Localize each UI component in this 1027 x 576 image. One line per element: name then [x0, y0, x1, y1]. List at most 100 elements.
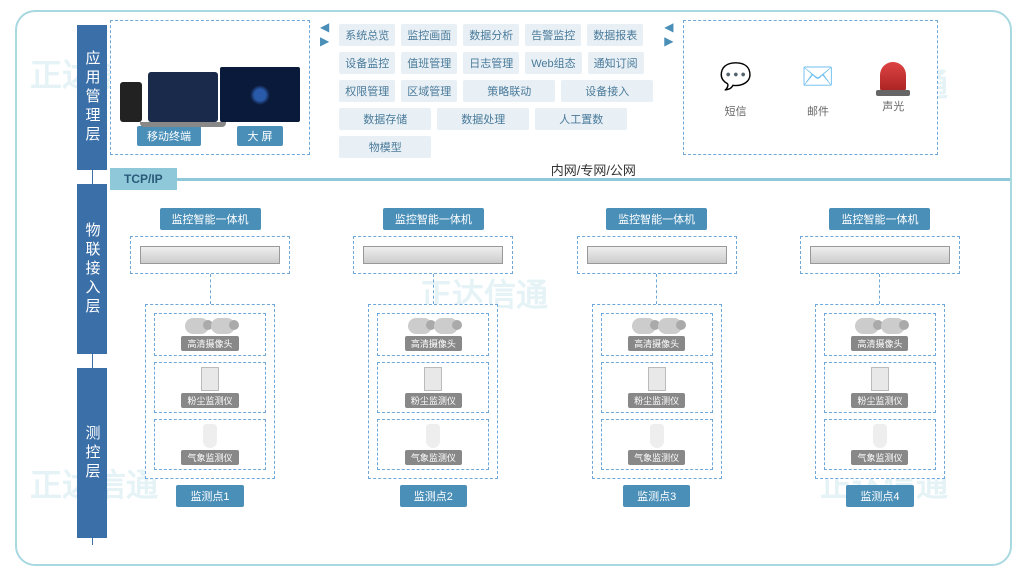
sensor-weather: 气象监测仪: [601, 419, 713, 470]
bigscreen-label: 大 屏: [237, 126, 282, 146]
sensors-box: 高清摄像头粉尘监测仪气象监测仪: [145, 304, 275, 479]
modules-grid: 系统总览监控画面数据分析告警监控数据报表设备监控值班管理日志管理Web组态通知订…: [339, 20, 654, 158]
module-12: 策略联动: [463, 80, 555, 102]
tcp-label: TCP/IP: [110, 168, 177, 190]
sensor-dust: 粉尘监测仪: [601, 362, 713, 413]
sms-label: 短信: [725, 103, 747, 119]
point-label: 监测点2: [400, 485, 467, 507]
point-label: 监测点3: [623, 485, 690, 507]
laptop-icon: [148, 72, 218, 122]
module-14: 数据存储: [339, 108, 431, 130]
connector-line: [210, 274, 211, 304]
connector-line: [656, 274, 657, 304]
alert-sms: 💬 短信: [716, 57, 756, 119]
sensors-box: 高清摄像头粉尘监测仪气象监测仪: [815, 304, 945, 479]
camera-icon: [408, 318, 432, 334]
point-label: 监测点1: [176, 485, 243, 507]
sensor-camera: 高清摄像头: [377, 313, 489, 356]
machine-label: 监控智能一体机: [383, 208, 484, 230]
machine-box: [800, 236, 960, 274]
module-1: 监控画面: [401, 24, 457, 46]
rack-icon: [587, 246, 727, 264]
machines-row: 监控智能一体机高清摄像头粉尘监测仪气象监测仪监测点1监控智能一体机高清摄像头粉尘…: [110, 208, 980, 507]
module-7: 日志管理: [463, 52, 519, 74]
weather-icon: [650, 424, 664, 448]
email-label: 邮件: [807, 103, 829, 119]
machine-box: [577, 236, 737, 274]
sensor-dust: 粉尘监测仪: [824, 362, 936, 413]
rack-icon: [363, 246, 503, 264]
network-bar: TCP/IP 内网/专网/公网: [110, 168, 1010, 190]
rack-icon: [140, 246, 280, 264]
dust-icon: [871, 367, 889, 391]
connector-line: [433, 274, 434, 304]
dust-icon: [424, 367, 442, 391]
module-9: 通知订阅: [588, 52, 644, 74]
alerts-box: 💬 短信 ✉️ 邮件 声光: [683, 20, 938, 155]
weather-label: 气象监测仪: [181, 450, 238, 465]
camera-icon: [855, 318, 879, 334]
camera-icon: [658, 318, 682, 334]
sensor-camera: 高清摄像头: [154, 313, 266, 356]
alarm-icon: [880, 62, 906, 92]
module-17: 物模型: [339, 136, 431, 158]
camera-label: 高清摄像头: [405, 336, 462, 351]
camera-icon: [632, 318, 656, 334]
module-6: 值班管理: [401, 52, 457, 74]
arrow-left: ◀▶: [320, 20, 329, 48]
email-icon: ✉️: [798, 57, 838, 97]
module-3: 告警监控: [525, 24, 581, 46]
sms-icon: 💬: [716, 57, 756, 97]
layer-app: 应用管理层: [77, 25, 107, 170]
camera-icon: [211, 318, 235, 334]
dust-icon: [201, 367, 219, 391]
phone-icon: [120, 82, 142, 122]
module-4: 数据报表: [587, 24, 643, 46]
weather-icon: [426, 424, 440, 448]
camera-icon: [185, 318, 209, 334]
layer-labels: 应用管理层 物联接入层 测控层: [77, 25, 107, 545]
camera-icon: [881, 318, 905, 334]
dust-label: 粉尘监测仪: [405, 393, 462, 408]
dust-label: 粉尘监测仪: [181, 393, 238, 408]
module-11: 区域管理: [401, 80, 457, 102]
machine-col-3: 监控智能一体机高清摄像头粉尘监测仪气象监测仪监测点3: [557, 208, 757, 507]
sensor-dust: 粉尘监测仪: [377, 362, 489, 413]
camera-label: 高清摄像头: [628, 336, 685, 351]
sensor-weather: 气象监测仪: [154, 419, 266, 470]
machine-box: [130, 236, 290, 274]
module-8: Web组态: [525, 52, 581, 74]
content-area: 移动终端 大 屏 ◀▶ 系统总览监控画面数据分析告警监控数据报表设备监控值班管理…: [110, 20, 1010, 507]
machine-box: [353, 236, 513, 274]
camera-icon: [434, 318, 458, 334]
machine-label: 监控智能一体机: [829, 208, 930, 230]
sensors-box: 高清摄像头粉尘监测仪气象监测仪: [592, 304, 722, 479]
module-5: 设备监控: [339, 52, 395, 74]
camera-label: 高清摄像头: [181, 336, 238, 351]
layer-iot: 物联接入层: [77, 184, 107, 354]
machine-col-2: 监控智能一体机高清摄像头粉尘监测仪气象监测仪监测点2: [333, 208, 533, 507]
weather-icon: [203, 424, 217, 448]
alert-email: ✉️ 邮件: [798, 57, 838, 119]
terminals-box: 移动终端 大 屏: [110, 20, 310, 155]
module-10: 权限管理: [339, 80, 395, 102]
mobile-label: 移动终端: [137, 126, 201, 146]
weather-label: 气象监测仪: [405, 450, 462, 465]
rack-icon: [810, 246, 950, 264]
arrow-right: ◀▶: [664, 20, 673, 48]
module-15: 数据处理: [437, 108, 529, 130]
dust-label: 粉尘监测仪: [628, 393, 685, 408]
bigscreen-icon: [220, 67, 300, 122]
alert-sound: 声光: [880, 62, 906, 114]
machine-label: 监控智能一体机: [606, 208, 707, 230]
machine-col-4: 监控智能一体机高清摄像头粉尘监测仪气象监测仪监测点4: [780, 208, 980, 507]
machine-col-1: 监控智能一体机高清摄像头粉尘监测仪气象监测仪监测点1: [110, 208, 310, 507]
sensors-box: 高清摄像头粉尘监测仪气象监测仪: [368, 304, 498, 479]
sound-label: 声光: [882, 98, 904, 114]
sensor-dust: 粉尘监测仪: [154, 362, 266, 413]
module-2: 数据分析: [463, 24, 519, 46]
module-16: 人工置数: [535, 108, 627, 130]
machine-label: 监控智能一体机: [160, 208, 261, 230]
weather-label: 气象监测仪: [628, 450, 685, 465]
module-13: 设备接入: [561, 80, 653, 102]
